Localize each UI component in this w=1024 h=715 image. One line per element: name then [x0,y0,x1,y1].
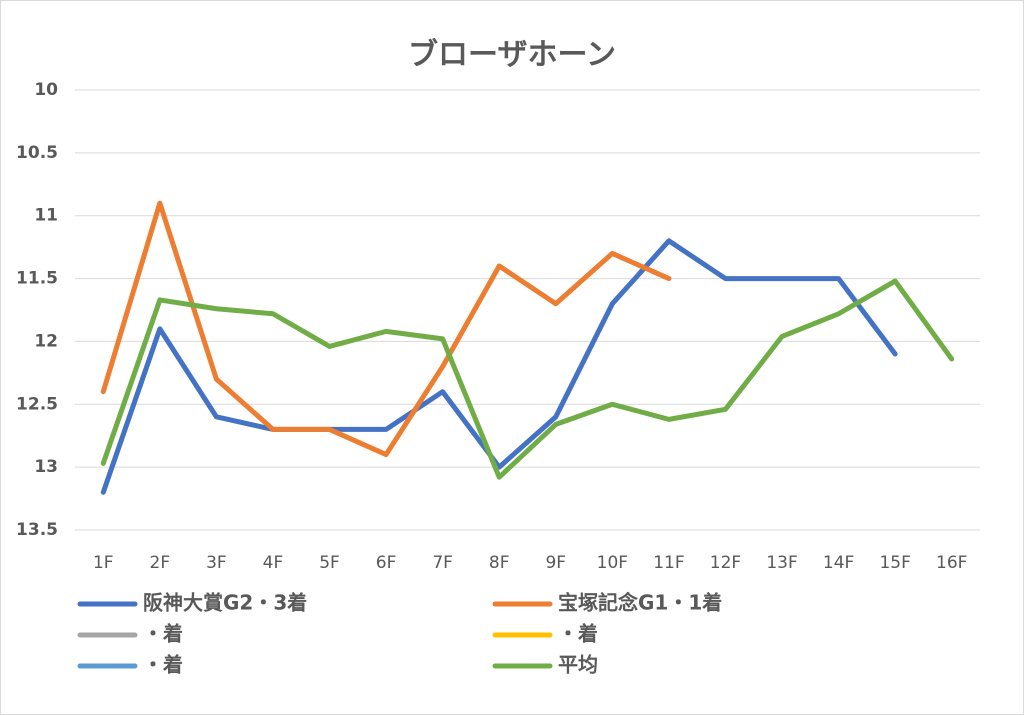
series-line [100,238,898,495]
x-tick-label: 2F [150,553,171,573]
x-tick-label: 14F [823,553,854,573]
y-tick-label: 13 [34,457,58,477]
x-tick-label: 3F [206,553,227,573]
x-tick-label: 6F [376,553,397,573]
x-tick-label: 15F [879,553,910,573]
y-tick-label: 13.5 [16,520,58,540]
y-tick-label: 11 [34,206,58,226]
x-tick-label: 9F [545,553,566,573]
x-tick-label: 8F [489,553,510,573]
y-tick-label: 12.5 [16,394,58,414]
y-tick-label: 10.5 [16,143,58,163]
y-tick-label: 12 [34,331,58,351]
x-tick-label: 11F [653,553,684,573]
x-tick-label: 1F [93,553,114,573]
chart-title: ブローザホーン [408,38,616,73]
x-tick-label: 5F [319,553,340,573]
x-tick-label: 16F [936,553,967,573]
y-tick-label: 11.5 [16,269,58,289]
series-line [100,200,672,458]
x-tick-label: 12F [710,553,741,573]
legend-label: ・着 [558,622,598,646]
x-tick-label: 10F [597,553,628,573]
legend-label: 阪神大賞G2・3着 [143,591,307,615]
legend-label: 平均 [558,653,598,677]
series-line [100,278,955,480]
legend-label: ・着 [143,622,183,646]
x-tick-label: 7F [432,553,453,573]
x-tick-label: 13F [766,553,797,573]
legend-label: ・着 [143,653,183,677]
legend-label: 宝塚記念G1・1着 [558,591,722,615]
y-tick-label: 10 [34,80,58,100]
x-tick-label: 4F [263,553,284,573]
